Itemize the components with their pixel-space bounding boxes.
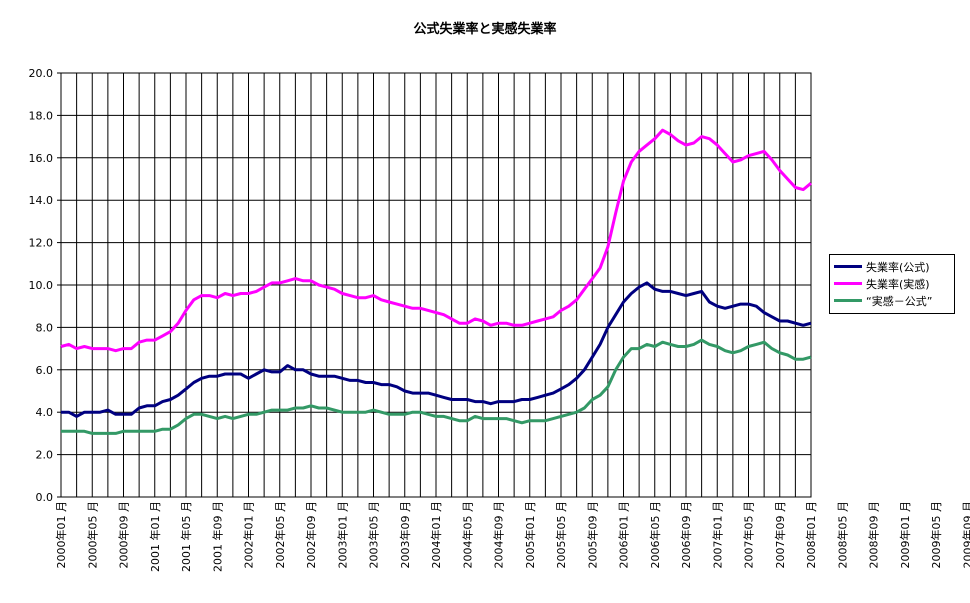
x-tick-label: 2001 年01 月 [148, 501, 162, 572]
series-lines [60, 128, 812, 435]
x-tick-label: 2007年01 月 [710, 501, 724, 569]
y-tick-label: 6.0 [36, 364, 54, 377]
legend: 失業率(公式) 失業率(実感) “実感－公式” [829, 254, 955, 314]
x-tick-label: 2002年05 月 [273, 501, 287, 569]
x-tick-label: 2002年01 月 [242, 501, 256, 569]
y-tick-label: 20.0 [29, 67, 54, 80]
x-tick-label: 2009年05 月 [929, 501, 943, 569]
x-axis-ticks: 2000年01 月 2000年05 月 2000年09 月 2001 年01 月 200… [54, 501, 970, 572]
legend-swatch-felt [834, 282, 862, 285]
x-tick-label: 2005年01 月 [523, 501, 537, 569]
x-tick-label: 2009年01 月 [898, 501, 912, 569]
legend-swatch-official [834, 265, 862, 268]
legend-item-difference: “実感－公式” [834, 292, 950, 309]
x-tick-label: 2003年05 月 [367, 501, 381, 569]
x-tick-label: 2000年09 月 [117, 501, 131, 569]
x-tick-label: 2008年09 月 [867, 501, 881, 569]
chart-title: 公式失業率と実感失業率 [413, 22, 557, 37]
series-line-official [61, 281, 812, 418]
x-tick-label: 2006年01 月 [617, 501, 631, 569]
y-tick-label: 10.0 [29, 279, 54, 292]
legend-item-official: 失業率(公式) [834, 258, 950, 275]
x-tick-label: 2000年01 月 [54, 501, 68, 569]
x-tick-label: 2006年09 月 [679, 501, 693, 569]
y-tick-label: 8.0 [36, 321, 54, 334]
series-line-difference [61, 338, 812, 435]
x-tick-label: 2004年01 月 [429, 501, 443, 569]
y-tick-label: 2.0 [36, 449, 54, 462]
y-tick-label: 14.0 [29, 194, 54, 207]
y-tick-label: 16.0 [29, 152, 54, 165]
y-tick-label: 4.0 [36, 406, 54, 419]
x-tick-label: 2006年05 月 [648, 501, 662, 569]
x-tick-label: 2001 年09 月 [210, 501, 224, 572]
legend-label-felt: 失業率(実感) [866, 277, 930, 291]
y-tick-label: 18.0 [29, 109, 54, 122]
y-axis-ticks: 0.0 2.0 4.0 6.0 8.0 10.0 12.0 14.0 16.0 18.0 20.0 [29, 67, 54, 504]
y-tick-label: 12.0 [29, 237, 54, 250]
x-tick-label: 2004年09 月 [492, 501, 506, 569]
x-tick-label: 2009年09 月 [960, 501, 970, 569]
x-tick-label: 2007年05 月 [742, 501, 756, 569]
y-tick-label: 0.0 [36, 491, 54, 504]
x-tick-label: 2007年09 月 [773, 501, 787, 569]
grid [57, 72, 812, 498]
x-tick-label: 2005年09 月 [585, 501, 599, 569]
x-tick-label: 2003年01 月 [335, 501, 349, 569]
x-tick-label: 2004年05 月 [460, 501, 474, 569]
legend-label-difference: “実感－公式” [866, 294, 933, 308]
legend-item-felt: 失業率(実感) [834, 275, 950, 292]
x-tick-label: 2000年05 月 [85, 501, 99, 569]
x-tick-label: 2003年09 月 [398, 501, 412, 569]
x-tick-label: 2005年05 月 [554, 501, 568, 569]
x-tick-label: 2008年01 月 [804, 501, 818, 569]
series-line-felt [60, 128, 812, 353]
x-tick-label: 2001 年05 月 [179, 501, 193, 572]
x-tick-label: 2002年09 月 [304, 501, 318, 569]
legend-label-official: 失業率(公式) [866, 260, 930, 274]
x-tick-label: 2008年05 月 [835, 501, 849, 569]
legend-swatch-difference [834, 299, 862, 302]
